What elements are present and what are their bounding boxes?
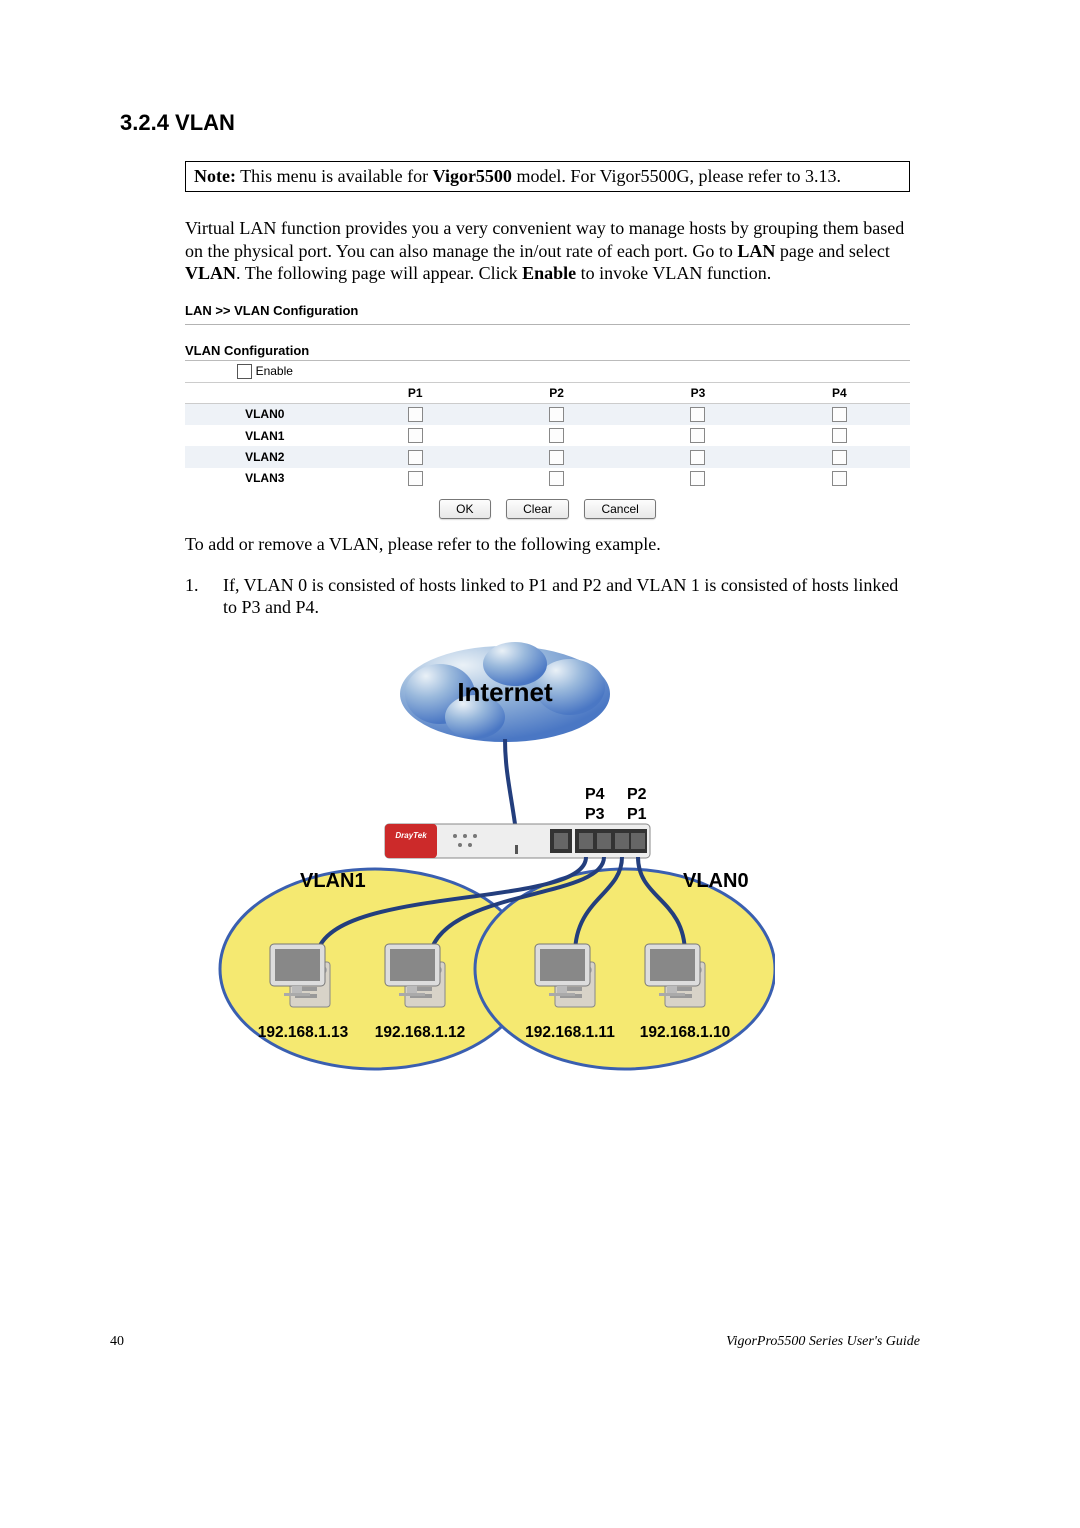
cb-vlan1-p3[interactable] — [690, 428, 705, 443]
example-list: 1. If, VLAN 0 is consisted of hosts link… — [185, 574, 910, 619]
panel-title: VLAN Configuration — [185, 343, 910, 358]
vlan0-label: VLAN0 — [683, 870, 749, 892]
router-icon: DrayTek — [385, 824, 650, 858]
cb-vlan0-p1[interactable] — [408, 407, 423, 422]
row-vlan3: VLAN3 — [185, 468, 345, 489]
divider — [185, 324, 910, 325]
cb-vlan3-p3[interactable] — [690, 471, 705, 486]
page-number: 40 — [110, 1334, 124, 1350]
port-p1: P1 — [627, 806, 647, 823]
ip-c: 192.168.1.11 — [525, 1024, 615, 1041]
p1-b1: LAN — [737, 241, 775, 261]
internet-label: Internet — [457, 677, 553, 707]
vlan-table: Enable P1 P2 P3 P4 VLAN0 — [185, 360, 910, 490]
clear-button[interactable]: Clear — [506, 499, 569, 519]
p1-t3: . The following page will appear. Click — [236, 263, 522, 283]
ip-d: 192.168.1.10 — [640, 1024, 731, 1041]
cb-vlan2-p1[interactable] — [408, 450, 423, 465]
cb-vlan1-p4[interactable] — [832, 428, 847, 443]
enable-label: Enable — [256, 364, 293, 378]
vlan-config-panel: LAN >> VLAN Configuration VLAN Configura… — [185, 303, 910, 520]
p1-b3: Enable — [522, 263, 576, 283]
col-p4: P4 — [769, 382, 910, 403]
router-brand: DrayTek — [395, 831, 427, 840]
note-box: Note: This menu is available for Vigor55… — [185, 161, 910, 192]
cancel-button[interactable]: Cancel — [584, 499, 655, 519]
breadcrumb: LAN >> VLAN Configuration — [185, 303, 910, 318]
p1-b2: VLAN — [185, 263, 236, 283]
port-p2: P2 — [627, 786, 647, 803]
cb-vlan1-p2[interactable] — [549, 428, 564, 443]
note-text-1: This menu is available for — [236, 166, 433, 186]
intro-paragraph: Virtual LAN function provides you a very… — [185, 217, 910, 285]
cb-vlan3-p1[interactable] — [408, 471, 423, 486]
cb-vlan0-p2[interactable] — [549, 407, 564, 422]
list-num-1: 1. — [185, 574, 223, 619]
enable-checkbox[interactable] — [237, 364, 252, 379]
cb-vlan0-p3[interactable] — [690, 407, 705, 422]
ip-a: 192.168.1.13 — [258, 1024, 349, 1041]
cb-vlan3-p4[interactable] — [832, 471, 847, 486]
section-heading: 3.2.4 VLAN — [120, 110, 920, 136]
row-vlan1: VLAN1 — [185, 425, 345, 446]
p1-t2: page and select — [775, 241, 889, 261]
col-p2: P2 — [486, 382, 627, 403]
cloud-icon: Internet — [400, 642, 610, 742]
button-row: OK Clear Cancel — [185, 499, 910, 519]
ok-button[interactable]: OK — [439, 499, 490, 519]
ip-b: 192.168.1.12 — [375, 1024, 466, 1041]
port-p3: P3 — [585, 806, 605, 823]
cb-vlan3-p2[interactable] — [549, 471, 564, 486]
note-prefix: Note: — [194, 166, 236, 186]
note-text-2: model. For Vigor5500G, please refer to 3… — [512, 166, 841, 186]
list-text-1: If, VLAN 0 is consisted of hosts linked … — [223, 574, 910, 619]
cb-vlan0-p4[interactable] — [832, 407, 847, 422]
p1-t4: to invoke VLAN function. — [576, 263, 771, 283]
vlan1-label: VLAN1 — [300, 870, 366, 892]
col-p1: P1 — [345, 382, 486, 403]
example-paragraph: To add or remove a VLAN, please refer to… — [185, 533, 910, 556]
cb-vlan2-p2[interactable] — [549, 450, 564, 465]
row-vlan2: VLAN2 — [185, 446, 345, 467]
guide-title: VigorPro5500 Series User's Guide — [726, 1334, 920, 1350]
row-vlan0: VLAN0 — [185, 403, 345, 425]
col-p3: P3 — [627, 382, 768, 403]
cb-vlan2-p4[interactable] — [832, 450, 847, 465]
port-p4: P4 — [585, 786, 605, 803]
vlan-diagram: Internet DrayTek — [215, 639, 775, 1099]
cb-vlan1-p1[interactable] — [408, 428, 423, 443]
cb-vlan2-p3[interactable] — [690, 450, 705, 465]
note-model: Vigor5500 — [433, 166, 512, 186]
